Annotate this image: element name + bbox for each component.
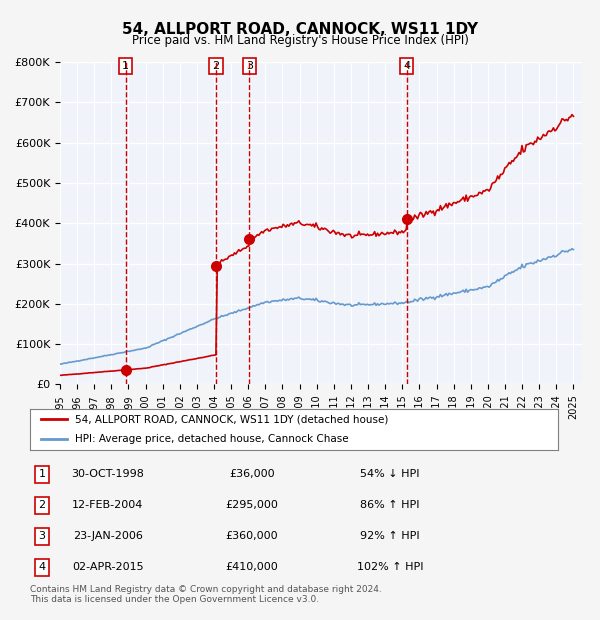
- Text: 2: 2: [212, 61, 220, 71]
- Text: 4: 4: [403, 61, 410, 71]
- Text: 54, ALLPORT ROAD, CANNOCK, WS11 1DY: 54, ALLPORT ROAD, CANNOCK, WS11 1DY: [122, 22, 478, 37]
- Text: 3: 3: [38, 531, 46, 541]
- Text: 1: 1: [38, 469, 46, 479]
- Text: 102% ↑ HPI: 102% ↑ HPI: [357, 562, 423, 572]
- Text: 30-OCT-1998: 30-OCT-1998: [71, 469, 145, 479]
- Text: £410,000: £410,000: [226, 562, 278, 572]
- Text: 86% ↑ HPI: 86% ↑ HPI: [360, 500, 420, 510]
- Text: 02-APR-2015: 02-APR-2015: [72, 562, 144, 572]
- Text: 54, ALLPORT ROAD, CANNOCK, WS11 1DY (detached house): 54, ALLPORT ROAD, CANNOCK, WS11 1DY (det…: [75, 414, 388, 424]
- Text: 1: 1: [122, 61, 129, 71]
- Text: 2: 2: [38, 500, 46, 510]
- Text: £36,000: £36,000: [229, 469, 275, 479]
- Text: 12-FEB-2004: 12-FEB-2004: [73, 500, 143, 510]
- Text: 23-JAN-2006: 23-JAN-2006: [73, 531, 143, 541]
- Text: 4: 4: [38, 562, 46, 572]
- Text: 54% ↓ HPI: 54% ↓ HPI: [360, 469, 420, 479]
- Text: £295,000: £295,000: [226, 500, 278, 510]
- Text: Contains HM Land Registry data © Crown copyright and database right 2024.
This d: Contains HM Land Registry data © Crown c…: [30, 585, 382, 604]
- Text: 3: 3: [246, 61, 253, 71]
- Text: 92% ↑ HPI: 92% ↑ HPI: [360, 531, 420, 541]
- Text: £360,000: £360,000: [226, 531, 278, 541]
- Text: Price paid vs. HM Land Registry's House Price Index (HPI): Price paid vs. HM Land Registry's House …: [131, 34, 469, 47]
- Text: HPI: Average price, detached house, Cannock Chase: HPI: Average price, detached house, Cann…: [75, 435, 349, 445]
